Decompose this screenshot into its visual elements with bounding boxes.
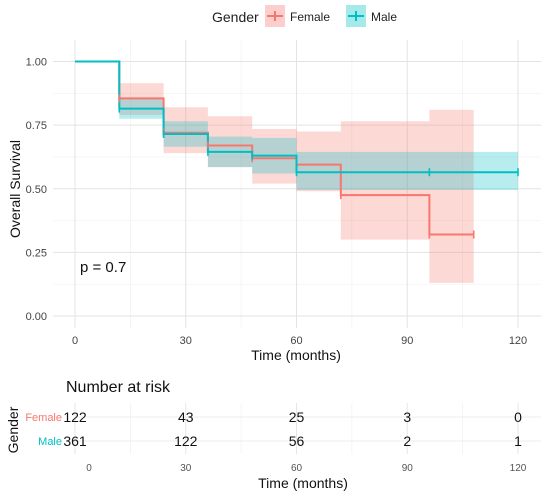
x-tick-label: 60	[290, 335, 302, 347]
km-confidence-bands	[75, 61, 518, 283]
risk-cell: 25	[289, 409, 305, 425]
p-value-annotation: p = 0.7	[80, 259, 126, 276]
risk-cell: 2	[403, 433, 411, 449]
y-tick-label: 1.00	[26, 57, 47, 69]
legend-label-male: Male	[371, 10, 397, 24]
legend-item-male: Male	[346, 5, 397, 27]
risk-cell: 361	[63, 433, 87, 449]
risk-cell: 43	[178, 409, 194, 425]
risk-row-label: Female	[25, 412, 62, 424]
risk-table-x-tick-label: 120	[510, 463, 527, 474]
km-gridlines	[53, 40, 541, 328]
risk-cell: 56	[289, 433, 305, 449]
km-x-ticks: 0 30 60 90 120	[72, 335, 527, 347]
risk-cell: 122	[63, 409, 87, 425]
risk-table-x-tick-label: 30	[180, 463, 192, 474]
x-tick-label: 30	[180, 335, 192, 347]
risk-table-title: Number at risk	[66, 379, 171, 396]
ci-band-male	[75, 61, 518, 191]
legend-item-female: Female	[265, 5, 330, 27]
risk-row-male: Male 361 122 56 2 1	[38, 433, 522, 449]
km-censor-marks	[118, 94, 519, 239]
risk-table-x-tick-label: 0	[86, 463, 92, 474]
y-tick-label: 0.00	[26, 311, 47, 323]
risk-table-x-ticks: 0 30 60 90 120	[86, 463, 527, 474]
risk-cell: 3	[403, 409, 411, 425]
legend-title: Gender	[212, 9, 259, 25]
legend: Gender Female Male	[212, 5, 397, 27]
risk-table-x-tick-label: 90	[402, 463, 414, 474]
y-tick-label: 0.50	[26, 184, 47, 196]
x-tick-label: 120	[509, 335, 527, 347]
risk-table-gridlines	[74, 403, 541, 454]
x-tick-label: 90	[401, 335, 413, 347]
risk-row-female: Female 122 43 25 3 0	[25, 409, 522, 425]
km-y-axis-title: Overall Survival	[7, 140, 23, 238]
km-x-axis-title: Time (months)	[251, 347, 341, 363]
risk-table-x-tick-label: 60	[291, 463, 303, 474]
risk-table-y-axis-title: Gender	[5, 406, 21, 453]
risk-cell: 1	[514, 433, 522, 449]
risk-table-x-axis-title: Time (months)	[258, 475, 348, 491]
risk-cell: 122	[174, 433, 198, 449]
ci-band-female	[75, 61, 474, 283]
y-tick-label: 0.25	[26, 247, 47, 259]
km-y-ticks: 0.00 0.25 0.50 0.75 1.00	[26, 57, 47, 324]
risk-row-label: Male	[38, 436, 62, 448]
y-tick-label: 0.75	[26, 120, 47, 132]
x-tick-label: 0	[72, 335, 78, 347]
legend-label-female: Female	[290, 10, 330, 24]
risk-cell: 0	[514, 409, 522, 425]
km-plot: 0.000.250.500.751.00 0 30 60 90 120 p = 0.7 …	[7, 40, 541, 363]
